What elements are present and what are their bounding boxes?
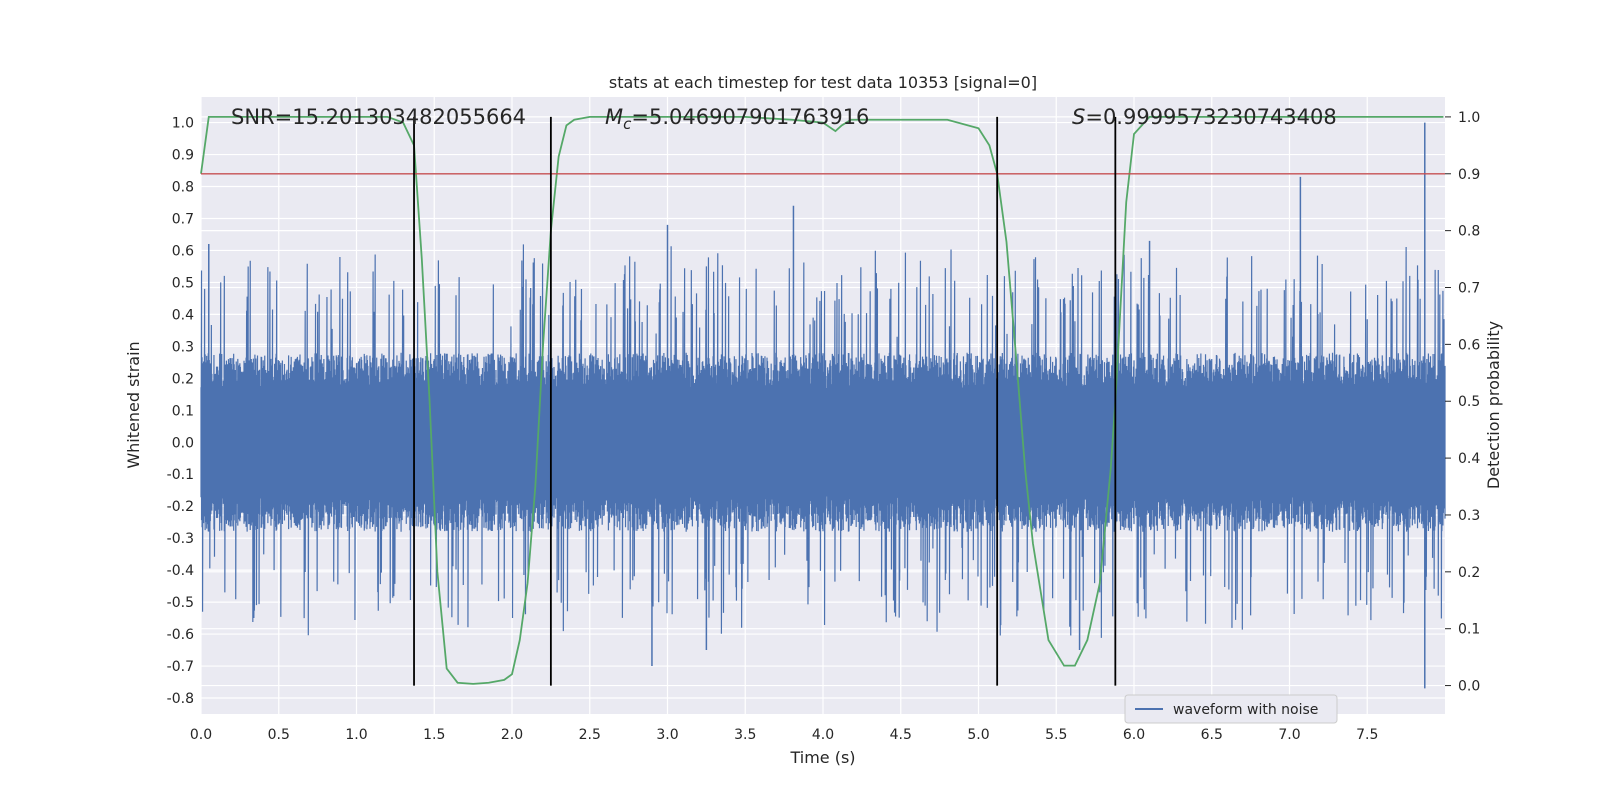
y-tick-label: 0.6	[172, 243, 194, 259]
x-tick-label: 0.5	[268, 727, 290, 743]
vertical-markers	[413, 116, 1117, 686]
y2-tick-label: 0.6	[1458, 337, 1480, 353]
y2-tick-label: 0.1	[1458, 622, 1480, 638]
y-tick-label: -0.7	[167, 659, 194, 675]
y-tick-label: -0.3	[167, 531, 194, 547]
y2-tick-label: 0.7	[1458, 281, 1480, 297]
mc-value: =5.046907901763916	[631, 105, 869, 129]
x-tick-label: 3.5	[734, 727, 756, 743]
y-tick-label: -0.1	[167, 467, 194, 483]
strain-series	[200, 122, 1446, 689]
x-tick-label: 2.5	[579, 727, 601, 743]
mc-subscript: c	[623, 115, 632, 133]
x-tick-label: 1.0	[345, 727, 367, 743]
y-tick-label: -0.2	[167, 499, 194, 515]
x-axis-label: Time (s)	[789, 748, 855, 767]
y2-axis-label: Detection probability	[1484, 321, 1503, 489]
y2-tick-label: 0.4	[1458, 451, 1480, 467]
legend-box	[1124, 694, 1338, 724]
y-tick-label: -0.5	[167, 595, 194, 611]
x-tick-label: 5.5	[1045, 727, 1067, 743]
x-tick-label: 2.0	[501, 727, 523, 743]
y2-tick-label: 0.3	[1458, 508, 1480, 524]
y-ticks: -0.8 -0.7 -0.6 -0.5 -0.4 -0.3 -0.2 -0.1 0.0 0.1 0.…	[167, 116, 194, 707]
x-tick-label: 6.5	[1201, 727, 1223, 743]
y-tick-label: 0.1	[172, 403, 194, 419]
strain-line	[200, 244, 1446, 638]
x-tick-label: 3.0	[656, 727, 678, 743]
mc-symbol: M	[605, 105, 623, 129]
y-tick-label: 0.3	[172, 339, 194, 355]
probability-line	[200, 116, 1444, 685]
s-value: =0.9999573230743408	[1085, 105, 1336, 129]
probability-series	[200, 116, 1445, 685]
x-tick-label: 4.0	[812, 727, 834, 743]
y-tick-label: 0.0	[172, 435, 194, 451]
mc-annotation: Mc=5.046907901763916	[605, 105, 869, 133]
y-axis-label: Whitened strain	[124, 341, 143, 468]
x-tick-label: 4.5	[890, 727, 912, 743]
legend-entry: waveform with noise	[1173, 702, 1318, 718]
y-tick-label: 0.4	[172, 307, 194, 323]
y2-tick-label: 0.2	[1458, 565, 1480, 581]
legend: waveform with noise	[1124, 694, 1338, 724]
y2-tick-label: 0.8	[1458, 224, 1480, 240]
y2-ticks: 0.0 0.1 0.2 0.3 0.4 0.5 0.6 0.7 0.8 0.9 1.0	[1445, 110, 1480, 695]
chart-title: stats at each timestep for test data 103…	[609, 73, 1037, 92]
x-tick-label: 7.0	[1278, 727, 1300, 743]
s-annotation: S=0.9999573230743408	[1072, 105, 1337, 129]
x-ticks: 0.0 0.5 1.0 1.5 2.0 2.5 3.0 3.5 4.0 4.5 5.0 5.5 6.0 6…	[190, 727, 1379, 743]
y2-tick-label: 0.0	[1458, 679, 1480, 695]
x-tick-label: 0.0	[190, 727, 212, 743]
y-tick-label: -0.6	[167, 627, 194, 643]
snr-annotation: SNR=15.201303482055664	[231, 105, 526, 129]
x-tick-label: 7.5	[1356, 727, 1378, 743]
y2-tick-label: 0.5	[1458, 394, 1480, 410]
y-tick-label: 0.5	[172, 275, 194, 291]
y-tick-label: 1.0	[172, 116, 194, 132]
y-tick-label: 0.7	[172, 211, 194, 227]
y-tick-label: -0.4	[167, 563, 194, 579]
y2-tick-label: 0.9	[1458, 167, 1480, 183]
y-tick-label: 0.2	[172, 371, 194, 387]
x-tick-label: 5.0	[967, 727, 989, 743]
x-tick-label: 1.5	[423, 727, 445, 743]
y2-tick-label: 1.0	[1458, 110, 1480, 126]
x-tick-label: 6.0	[1123, 727, 1145, 743]
y-tick-label: 0.8	[172, 180, 194, 196]
y-tick-label: 0.9	[172, 148, 194, 164]
s-symbol: S	[1072, 105, 1085, 129]
y-tick-label: -0.8	[167, 691, 194, 707]
